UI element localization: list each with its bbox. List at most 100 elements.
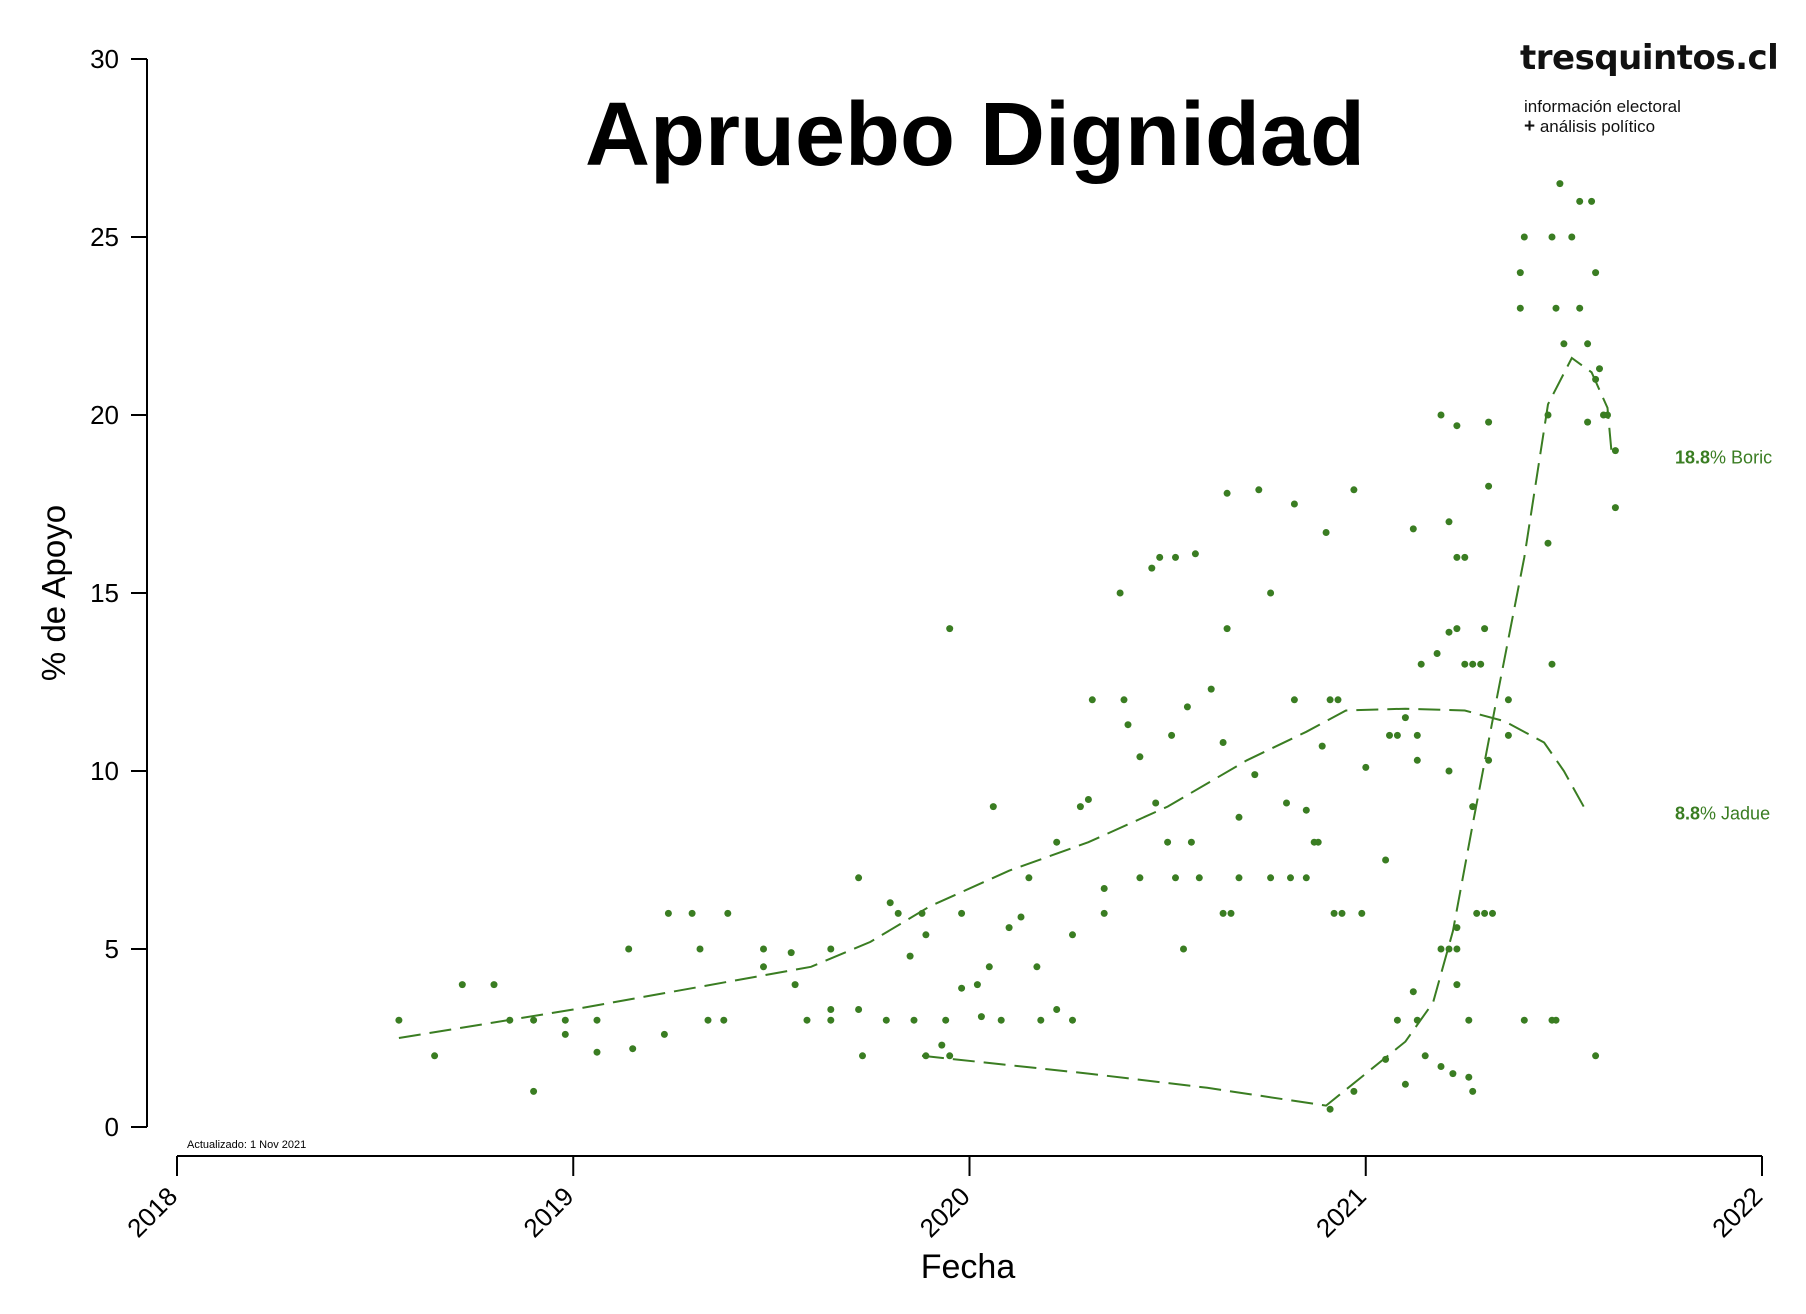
y-tick-label: 5 — [105, 934, 119, 964]
data-point — [1164, 838, 1172, 846]
data-point — [1401, 1080, 1409, 1088]
data-point — [660, 1030, 668, 1038]
data-point — [1568, 233, 1576, 241]
data-point — [1290, 500, 1298, 508]
data-point — [1069, 1016, 1076, 1024]
data-point — [1556, 180, 1564, 188]
brand-tagline-2: + análisis político — [1524, 116, 1655, 138]
data-point — [1413, 731, 1421, 739]
data-point — [1136, 874, 1144, 882]
data-point — [1469, 660, 1477, 668]
end-label-name: % Boric — [1710, 448, 1772, 468]
data-point — [1596, 365, 1603, 373]
x-axis-label: Fecha — [921, 1248, 1016, 1286]
data-point — [490, 981, 498, 989]
data-point — [1576, 197, 1584, 205]
data-point — [1302, 874, 1310, 882]
data-point — [803, 1016, 811, 1024]
data-point — [1413, 1016, 1421, 1024]
data-point — [1437, 1063, 1445, 1070]
data-point — [1516, 304, 1524, 312]
data-point — [1504, 696, 1512, 704]
data-point — [1084, 796, 1092, 803]
data-point — [1592, 375, 1600, 383]
data-point — [1172, 553, 1179, 561]
data-point — [906, 952, 914, 960]
data-point — [696, 945, 704, 953]
x-tick-label: 2022 — [1706, 1181, 1768, 1243]
data-point — [1437, 411, 1445, 419]
data-point — [1611, 447, 1619, 455]
data-point — [886, 899, 894, 907]
data-point — [1481, 625, 1489, 633]
data-point — [938, 1041, 946, 1049]
data-point — [395, 1016, 403, 1024]
data-point — [1287, 874, 1294, 882]
data-point — [1302, 806, 1310, 814]
data-point — [1223, 489, 1231, 497]
data-point — [1100, 909, 1108, 917]
data-point — [1207, 685, 1215, 693]
data-point — [918, 909, 926, 917]
data-point — [1489, 909, 1496, 917]
data-point — [1592, 269, 1600, 277]
data-point — [1350, 486, 1358, 494]
data-point — [1604, 411, 1611, 419]
data-point — [664, 909, 672, 917]
data-point — [431, 1052, 439, 1060]
updated-note: Actualizado: 1 Nov 2021 — [187, 1139, 306, 1151]
end-label-value: 8.8 — [1675, 804, 1700, 824]
data-point — [1223, 625, 1231, 633]
data-point — [1421, 1052, 1429, 1060]
data-point — [1445, 518, 1453, 526]
data-point — [1156, 553, 1164, 561]
data-point — [1148, 564, 1156, 572]
data-point — [910, 1016, 918, 1024]
x-tick-label: 2019 — [517, 1181, 579, 1243]
data-point — [720, 1016, 728, 1024]
data-point — [1382, 856, 1390, 864]
data-point — [827, 1016, 835, 1024]
data-point — [1465, 1073, 1473, 1081]
data-point — [1504, 731, 1512, 739]
brand-tagline-1: información electoral — [1524, 97, 1681, 116]
data-point — [593, 1048, 601, 1056]
data-point — [1025, 874, 1033, 882]
trend-line-jadue — [398, 707, 1585, 1039]
data-point — [1584, 340, 1592, 348]
y-tick-label: 25 — [90, 222, 119, 252]
data-point — [1465, 1016, 1473, 1024]
data-point — [1120, 696, 1128, 704]
data-point — [1322, 529, 1330, 536]
data-point — [1453, 422, 1461, 430]
data-point — [958, 984, 966, 992]
data-point — [1334, 696, 1342, 704]
data-point — [989, 803, 997, 811]
data-point — [1183, 703, 1191, 711]
data-point — [1267, 589, 1275, 597]
data-point — [1235, 874, 1243, 882]
data-point — [997, 1016, 1005, 1024]
data-point — [1552, 1016, 1560, 1024]
data-point — [1358, 909, 1366, 917]
data-point — [1552, 304, 1560, 312]
data-point — [561, 1030, 569, 1038]
data-point — [1124, 721, 1132, 729]
data-point — [1409, 525, 1417, 533]
data-point — [1326, 1105, 1334, 1113]
x-axis: 2018 2019 2020 2021 2022 — [121, 1155, 1768, 1243]
data-point — [1453, 924, 1461, 932]
data-point — [1445, 945, 1453, 953]
data-point — [946, 1052, 954, 1060]
data-point — [1417, 660, 1425, 668]
y-axis-label: % de Apoyo — [35, 505, 72, 681]
data-point — [625, 945, 633, 953]
data-point — [977, 1013, 985, 1021]
data-point — [1588, 197, 1596, 205]
data-point — [1283, 799, 1290, 807]
data-point — [1477, 660, 1485, 668]
data-point — [1330, 909, 1338, 917]
data-point — [1136, 753, 1144, 761]
data-point — [1461, 553, 1469, 561]
